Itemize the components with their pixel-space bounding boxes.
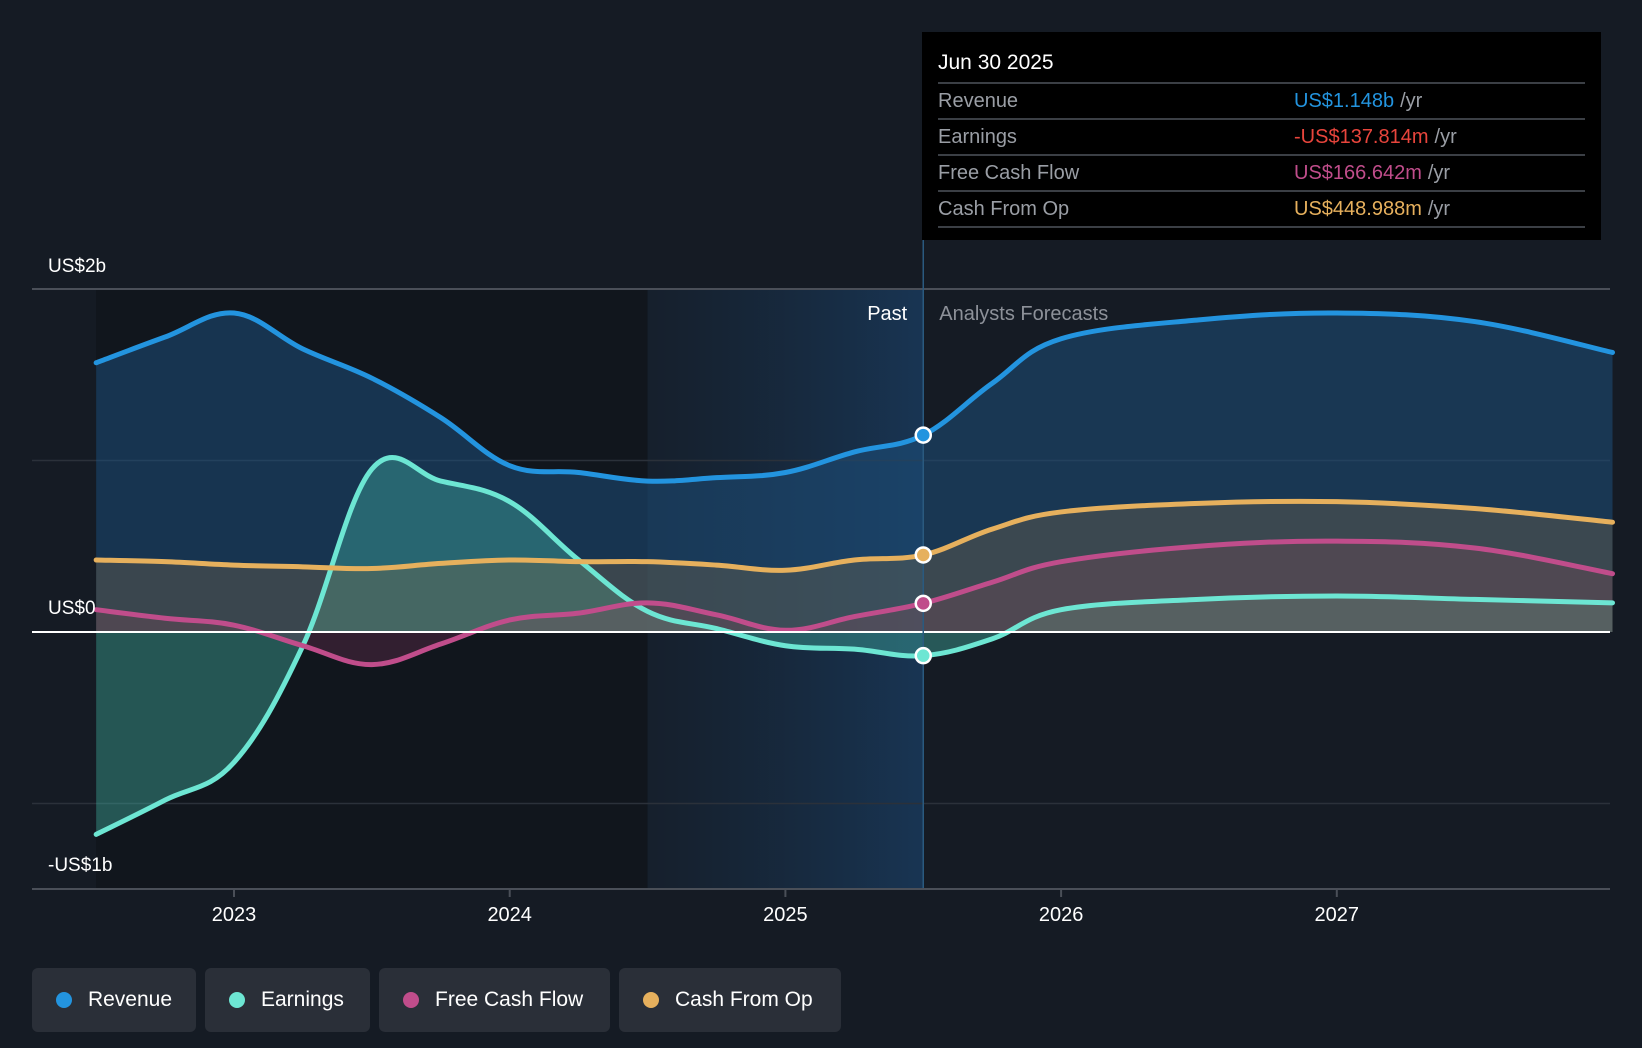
y-axis-label: -US$1b: [48, 855, 112, 876]
x-tick-label: 2025: [763, 904, 808, 926]
x-tick-label: 2023: [212, 904, 257, 926]
tooltip-value: US$166.642m: [1294, 162, 1422, 184]
line-free-cash-flow: [93, 538, 1615, 668]
x-tick-label: 2024: [487, 904, 532, 926]
tooltip-unit: /yr: [1434, 126, 1457, 148]
tooltip-unit: /yr: [1427, 162, 1451, 184]
legend-item-cash-from-op[interactable]: Cash From Op: [619, 968, 841, 1032]
area-free-cash-flow: [96, 541, 1613, 665]
x-axis-ticks: 2023 2024 2025 2026 2027: [212, 889, 1359, 926]
marker-free-cash-flow: [914, 594, 932, 613]
legend-label: Revenue: [87, 988, 172, 1011]
line-revenue: [93, 310, 1615, 484]
tooltip-unit: /yr: [1400, 90, 1423, 112]
legend-label: Free Cash Flow: [435, 988, 584, 1011]
tooltip-row-earnings: Earnings -US$137.814m /yr: [938, 120, 1585, 156]
marker-revenue: [914, 426, 932, 444]
tooltip-value: -US$137.814m: [1294, 126, 1429, 148]
legend-label: Earnings: [261, 988, 344, 1011]
y-axis-label: US$0: [48, 598, 96, 619]
marker-earnings: [914, 646, 932, 665]
area-revenue: [96, 312, 1613, 632]
x-tick-label: 2027: [1315, 904, 1360, 926]
legend-label: Cash From Op: [675, 988, 813, 1011]
line-cash-from-op: [93, 498, 1615, 573]
area-earnings: [96, 457, 1613, 835]
tooltip-label: Earnings: [938, 126, 1017, 148]
tooltip: Jun 30 2025 Revenue US$1.148b /yr Earnin…: [922, 32, 1601, 240]
tooltip-label: Free Cash Flow: [938, 162, 1080, 184]
y-axis-label: US$2b: [48, 256, 106, 277]
forecast-label: Analysts Forecasts: [939, 303, 1108, 325]
tooltip-unit: /yr: [1427, 198, 1451, 220]
tooltip-label: Revenue: [938, 90, 1019, 112]
tooltip-value: US$1.148b: [1294, 90, 1395, 112]
marker-cash-from-op: [914, 546, 932, 564]
x-tick-label: 2026: [1039, 904, 1084, 926]
hover-markers: [914, 426, 932, 665]
legend-item-revenue[interactable]: Revenue: [32, 968, 196, 1032]
legend-item-earnings[interactable]: Earnings: [205, 968, 370, 1032]
tooltip-row-cash-from-op: Cash From Op US$448.988m /yr: [938, 192, 1585, 228]
legend: Revenue Earnings Free Cash Flow Cash Fro…: [32, 968, 841, 1032]
legend-dot-icon: [643, 992, 659, 1008]
legend-dot-icon: [229, 992, 245, 1008]
tooltip-label: Cash From Op: [938, 198, 1070, 220]
legend-dot-icon: [403, 992, 419, 1008]
legend-item-free-cash-flow[interactable]: Free Cash Flow: [379, 968, 610, 1032]
y-axis-labels: US$2b US$0 -US$1b: [48, 256, 112, 876]
past-label: Past: [867, 303, 907, 325]
tooltip-date: Jun 30 2025: [938, 46, 1585, 84]
tooltip-row-free-cash-flow: Free Cash Flow US$166.642m /yr: [938, 156, 1585, 192]
legend-dot-icon: [56, 992, 72, 1008]
series-lines: [93, 310, 1615, 837]
tooltip-value: US$448.988m: [1294, 198, 1422, 220]
tooltip-row-revenue: Revenue US$1.148b /yr: [938, 84, 1585, 120]
